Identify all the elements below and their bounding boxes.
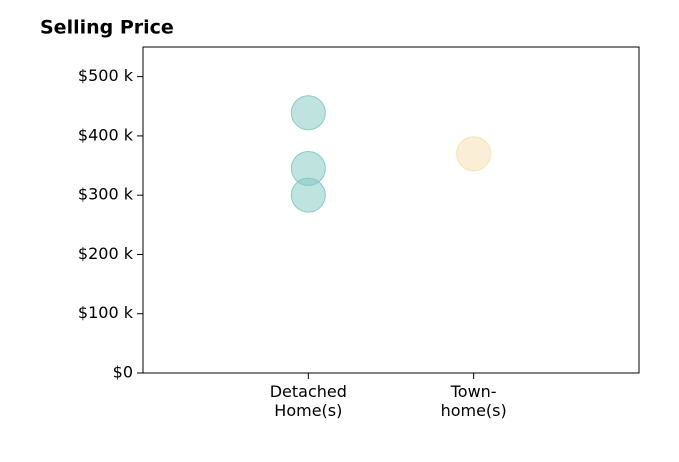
- x-tick-label: Town- home(s): [440, 382, 507, 420]
- chart-title: Selling Price: [40, 17, 174, 39]
- y-tick-label: $200 k: [78, 244, 134, 263]
- y-tick-label: $0: [113, 363, 133, 382]
- y-tick-label: $300 k: [78, 185, 134, 204]
- plot-frame: [142, 46, 640, 374]
- y-tick-label: $500 k: [78, 66, 134, 85]
- point: [456, 136, 492, 172]
- y-tick-label: $400 k: [78, 125, 134, 144]
- point: [290, 177, 326, 213]
- point: [290, 95, 326, 131]
- y-tick-label: $100 k: [78, 303, 134, 322]
- x-tick-label: Detached Home(s): [269, 382, 347, 420]
